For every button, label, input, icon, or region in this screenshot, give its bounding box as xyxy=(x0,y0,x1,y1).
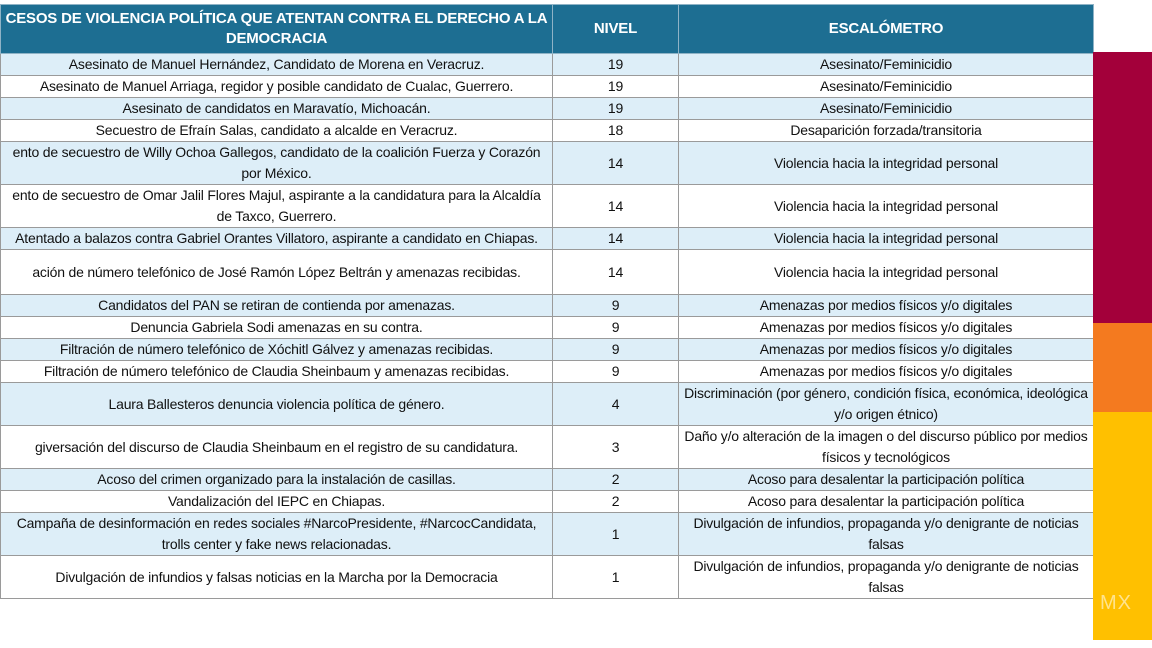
table-row: giversación del discurso de Claudia Shei… xyxy=(0,425,1094,469)
scale-cell: Daño y/o alteración de la imagen o del d… xyxy=(678,425,1094,469)
level-cell: 2 xyxy=(552,468,679,491)
scale-cell: Amenazas por medios físicos y/o digitale… xyxy=(678,316,1094,339)
scale-cell: Asesinato/Feminicidio xyxy=(678,53,1094,76)
level-cell: 14 xyxy=(552,227,679,250)
event-cell: Asesinato de candidatos en Maravatío, Mi… xyxy=(0,97,553,120)
level-cell: 18 xyxy=(552,119,679,142)
table-row: Candidatos del PAN se retiran de contien… xyxy=(0,294,1094,317)
event-cell: Laura Ballesteros denuncia violencia pol… xyxy=(0,382,553,426)
table-row: Asesinato de candidatos en Maravatío, Mi… xyxy=(0,97,1094,120)
level-cell: 1 xyxy=(552,512,679,556)
header-level: NIVEL xyxy=(552,4,679,54)
scale-cell: Asesinato/Feminicidio xyxy=(678,97,1094,120)
level-cell: 14 xyxy=(552,141,679,185)
level-cell: 14 xyxy=(552,249,679,295)
table-row: Acoso del crimen organizado para la inst… xyxy=(0,468,1094,491)
event-cell: ento de secuestro de Willy Ochoa Gallego… xyxy=(0,141,553,185)
scale-cell: Amenazas por medios físicos y/o digitale… xyxy=(678,338,1094,361)
table-row: Campaña de desinformación en redes socia… xyxy=(0,512,1094,556)
level-cell: 19 xyxy=(552,75,679,98)
table-row: Denuncia Gabriela Sodi amenazas en su co… xyxy=(0,316,1094,339)
violence-table: CESOS DE VIOLENCIA POLÍTICA QUE ATENTAN … xyxy=(0,4,1094,599)
event-cell: Vandalización del IEPC en Chiapas. xyxy=(0,490,553,513)
event-cell: ación de número telefónico de José Ramón… xyxy=(0,249,553,295)
level-cell: 19 xyxy=(552,53,679,76)
event-cell: Campaña de desinformación en redes socia… xyxy=(0,512,553,556)
level-cell: 2 xyxy=(552,490,679,513)
table-row: Divulgación de infundios y falsas notici… xyxy=(0,555,1094,599)
scale-cell: Divulgación de infundios, propaganda y/o… xyxy=(678,555,1094,599)
level-cell: 19 xyxy=(552,97,679,120)
table-row: ento de secuestro de Willy Ochoa Gallego… xyxy=(0,141,1094,185)
table-row: Filtración de número telefónico de Claud… xyxy=(0,360,1094,383)
scale-cell: Acoso para desalentar la participación p… xyxy=(678,468,1094,491)
event-cell: Asesinato de Manuel Arriaga, regidor y p… xyxy=(0,75,553,98)
header-row: CESOS DE VIOLENCIA POLÍTICA QUE ATENTAN … xyxy=(0,4,1094,54)
level-cell: 9 xyxy=(552,338,679,361)
header-event: CESOS DE VIOLENCIA POLÍTICA QUE ATENTAN … xyxy=(0,4,553,54)
scale-cell: Amenazas por medios físicos y/o digitale… xyxy=(678,360,1094,383)
scale-cell: Violencia hacia la integridad personal xyxy=(678,227,1094,250)
event-cell: Divulgación de infundios y falsas notici… xyxy=(0,555,553,599)
scale-cell: Desaparición forzada/transitoria xyxy=(678,119,1094,142)
event-cell: Atentado a balazos contra Gabriel Orante… xyxy=(0,227,553,250)
table-row: Asesinato de Manuel Arriaga, regidor y p… xyxy=(0,75,1094,98)
level-cell: 14 xyxy=(552,184,679,228)
event-cell: Filtración de número telefónico de Xóchi… xyxy=(0,338,553,361)
event-cell: Secuestro de Efraín Salas, candidato a a… xyxy=(0,119,553,142)
table-row: Asesinato de Manuel Hernández, Candidato… xyxy=(0,53,1094,76)
color-strip-red xyxy=(1093,52,1152,323)
event-cell: Asesinato de Manuel Hernández, Candidato… xyxy=(0,53,553,76)
table-header: CESOS DE VIOLENCIA POLÍTICA QUE ATENTAN … xyxy=(0,4,1094,54)
event-cell: ento de secuestro de Omar Jalil Flores M… xyxy=(0,184,553,228)
event-cell: giversación del discurso de Claudia Shei… xyxy=(0,425,553,469)
table-row: Vandalización del IEPC en Chiapas. 2 Acoso… xyxy=(0,490,1094,513)
table-body: Asesinato de Manuel Hernández, Candidato… xyxy=(0,53,1094,599)
table-row: ento de secuestro de Omar Jalil Flores M… xyxy=(0,184,1094,228)
level-cell: 3 xyxy=(552,425,679,469)
scale-cell: Asesinato/Feminicidio xyxy=(678,75,1094,98)
level-cell: 1 xyxy=(552,555,679,599)
scale-cell: Violencia hacia la integridad personal xyxy=(678,184,1094,228)
level-cell: 4 xyxy=(552,382,679,426)
table-row: Laura Ballesteros denuncia violencia pol… xyxy=(0,382,1094,426)
scale-cell: Violencia hacia la integridad personal xyxy=(678,141,1094,185)
event-cell: Filtración de número telefónico de Claud… xyxy=(0,360,553,383)
level-cell: 9 xyxy=(552,316,679,339)
header-scale: ESCALÓMETRO xyxy=(678,4,1094,54)
color-strip-yellow xyxy=(1093,412,1152,640)
watermark: MX xyxy=(1100,592,1132,614)
event-cell: Acoso del crimen organizado para la inst… xyxy=(0,468,553,491)
level-cell: 9 xyxy=(552,360,679,383)
event-cell: Denuncia Gabriela Sodi amenazas en su co… xyxy=(0,316,553,339)
event-cell: Candidatos del PAN se retiran de contien… xyxy=(0,294,553,317)
table-row: Atentado a balazos contra Gabriel Orante… xyxy=(0,227,1094,250)
table-row: ación de número telefónico de José Ramón… xyxy=(0,249,1094,295)
scale-cell: Acoso para desalentar la participación p… xyxy=(678,490,1094,513)
table-row: Secuestro de Efraín Salas, candidato a a… xyxy=(0,119,1094,142)
table-wrap: CESOS DE VIOLENCIA POLÍTICA QUE ATENTAN … xyxy=(0,4,1094,599)
level-cell: 9 xyxy=(552,294,679,317)
scale-cell: Divulgación de infundios, propaganda y/o… xyxy=(678,512,1094,556)
color-strip-orange xyxy=(1093,323,1152,412)
scale-cell: Violencia hacia la integridad personal xyxy=(678,249,1094,295)
table-row: Filtración de número telefónico de Xóchi… xyxy=(0,338,1094,361)
scale-cell: Amenazas por medios físicos y/o digitale… xyxy=(678,294,1094,317)
scale-cell: Discriminación (por género, condición fí… xyxy=(678,382,1094,426)
